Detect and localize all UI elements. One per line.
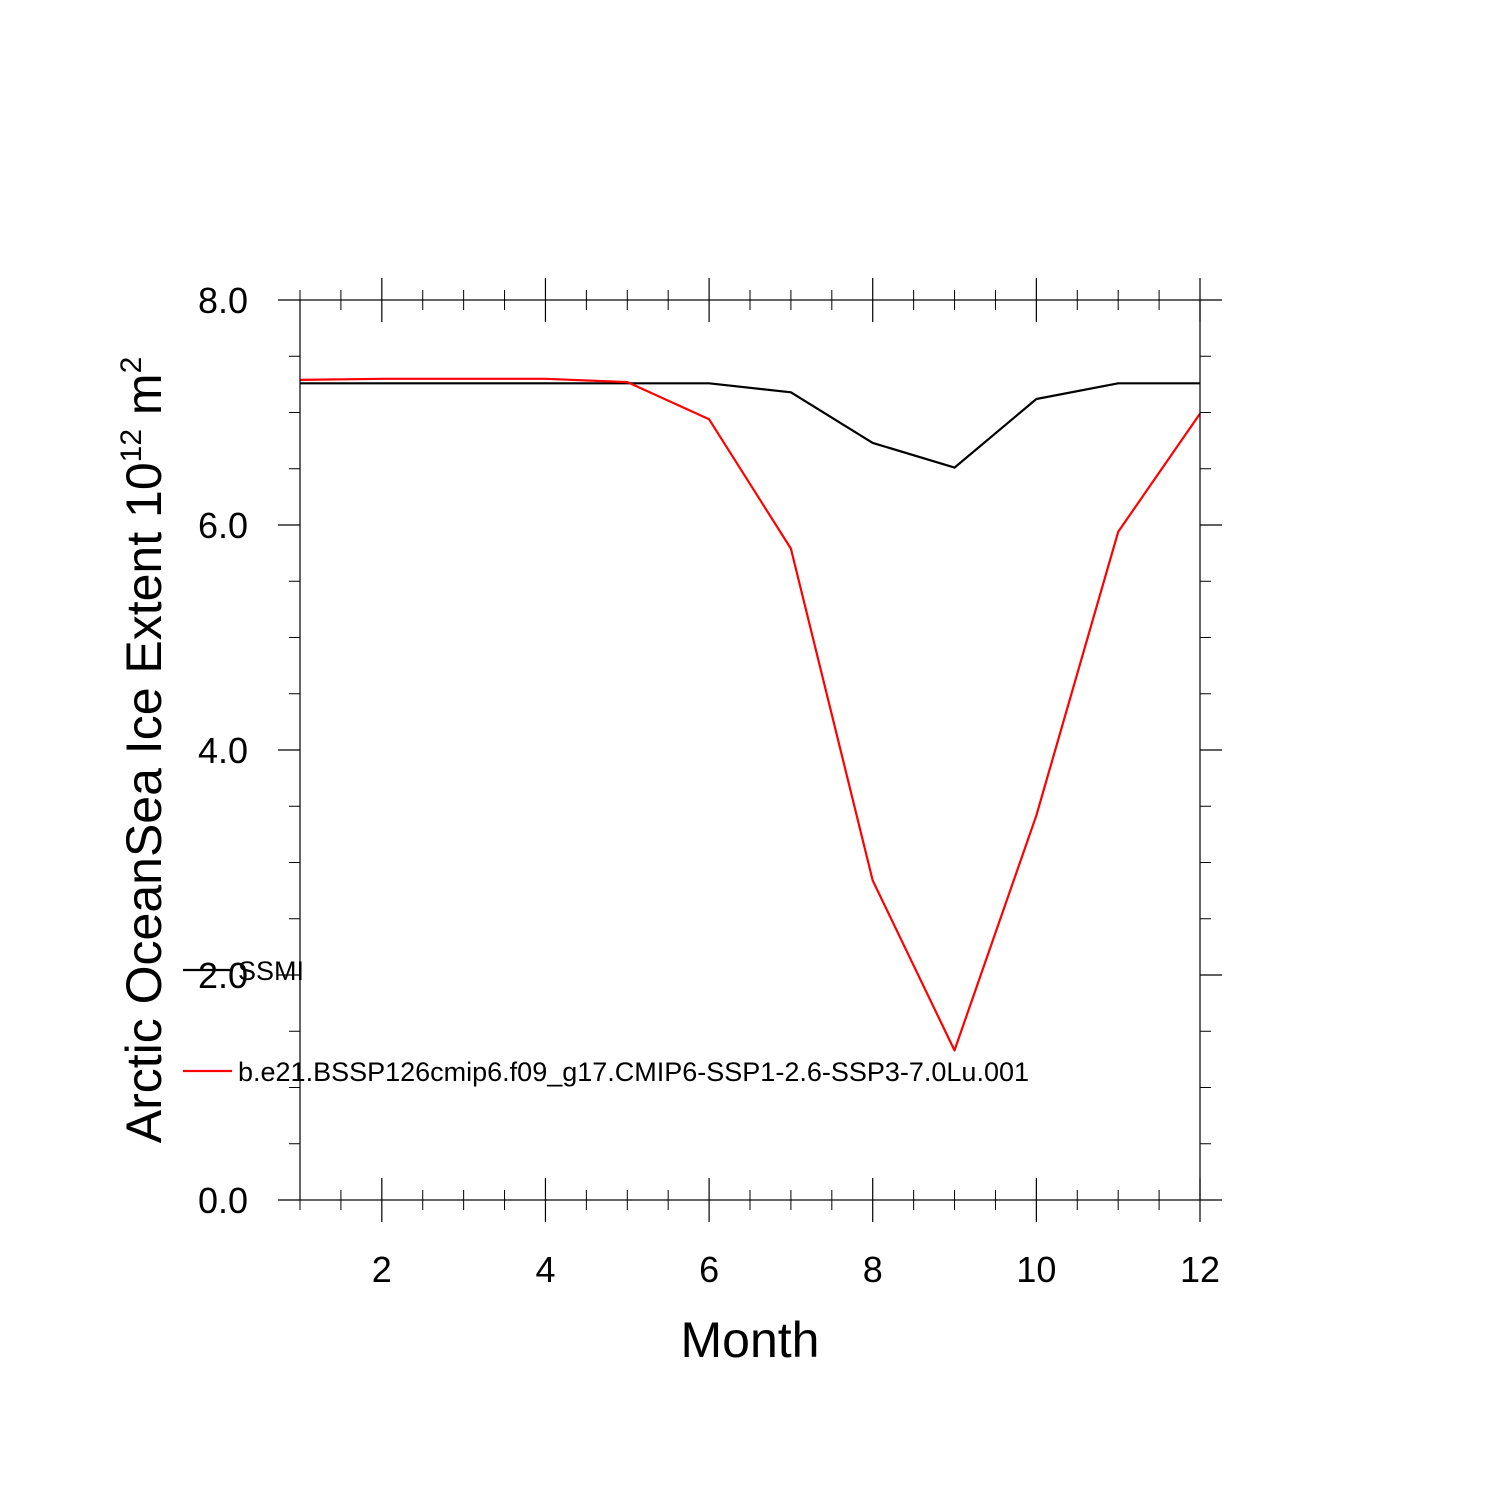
x-tick-label: 2 [372,1249,392,1290]
series-lines [299,377,1201,1052]
y-axis-title-unit-exponent: 2 [115,357,148,374]
x-tick-label: 8 [863,1249,883,1290]
series-line-2 [299,377,1201,1052]
legend-label-2: b.e21.BSSP126cmip6.f09_g17.CMIP6-SSP1-2.… [238,1057,1029,1087]
y-tick-label: 4.0 [198,730,248,771]
legend: SSMI b.e21.BSSP126cmip6.f09_g17.CMIP6-SSP… [183,956,1029,1087]
series-line-1 [300,382,1200,469]
y-axis-title-exponent: 12 [115,429,148,462]
x-tick-label: 4 [535,1249,555,1290]
tick-labels: 2 4 6 8 10 12 0.0 2.0 4.0 6.0 8.0 [198,280,1220,1290]
y-axis-title: Arctic OceanSea Ice Extent 1012 m2 [115,357,172,1144]
y-tick-label: 6.0 [198,505,248,546]
y-axis-title-main: Arctic OceanSea Ice Extent 10 [116,462,172,1143]
y-tick-label: 8.0 [198,280,248,321]
y-axis-title-unit: m [116,373,172,429]
y-tick-label: 2.0 [198,955,248,996]
x-tick-label: 10 [1016,1249,1056,1290]
x-axis-title: Month [681,1312,820,1368]
x-tick-label: 6 [699,1249,719,1290]
legend-label-1: SSMI [238,956,304,986]
x-tick-label: 12 [1180,1249,1220,1290]
plot-frame [299,299,1201,1201]
y-tick-label: 0.0 [198,1180,248,1221]
